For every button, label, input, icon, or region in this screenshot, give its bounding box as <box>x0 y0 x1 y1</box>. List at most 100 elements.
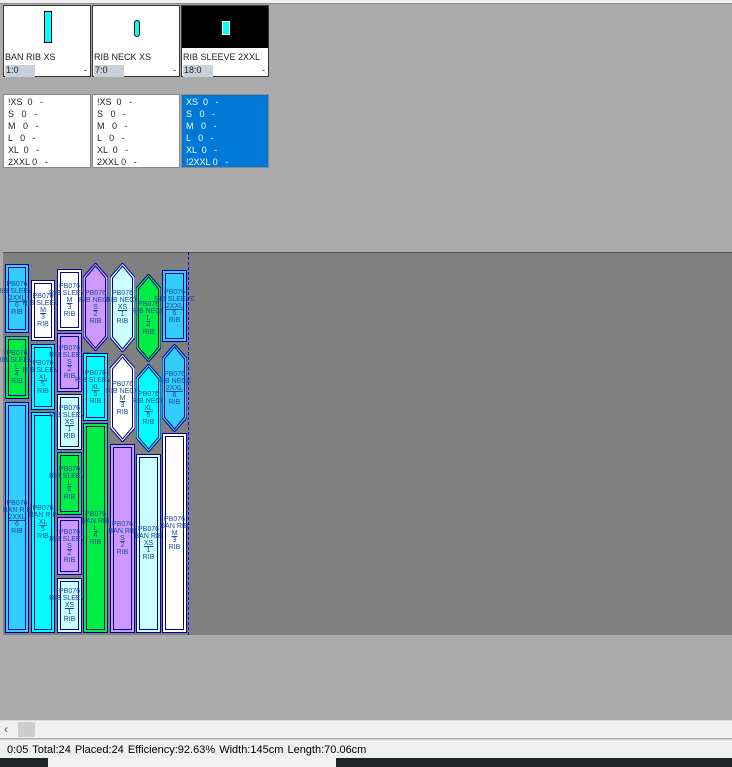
placed-piece[interactable]: PB076 RIB SLEEVE M 3 RIB <box>49 269 90 331</box>
piece-inner-outline <box>165 436 184 630</box>
size-list-item[interactable]: M 0 - <box>97 121 128 131</box>
taskbar-window[interactable] <box>48 758 336 767</box>
piece-size: XS <box>143 540 154 547</box>
piece-tag: RIB <box>63 616 76 623</box>
size-list-item[interactable]: XL 0 - <box>97 145 129 155</box>
piece-code: PB076 <box>32 359 54 367</box>
piece-label: PB076 BAN RIB S 2 RIB <box>109 521 137 556</box>
size-list-item[interactable]: L 0 - <box>186 133 214 143</box>
piece-label: PB076 RIB SLEEVE L 4 RIB <box>49 466 90 501</box>
placed-piece[interactable]: PB076 RIB NECK XS 1 RIB <box>106 263 139 352</box>
size-list-item[interactable]: !XS 0 - <box>97 97 133 107</box>
piece-code: PB076 <box>84 510 107 518</box>
placed-piece[interactable]: PB076 BAN RIB S 2 RIB <box>109 444 137 633</box>
piece-size: M <box>66 296 73 304</box>
piece-label: PB076 BAN RIB XS 1 RIB <box>135 526 163 561</box>
placed-piece[interactable]: PB076 RIB SLEEVE 2XXL 6 RIB <box>154 270 195 342</box>
size-list-item[interactable]: 2XXL 0 - <box>97 157 137 167</box>
piece-code: PB076 <box>32 293 54 300</box>
placed-piece[interactable]: PB076 RIB SLEEVE XL 5 RIB <box>75 353 116 421</box>
piece-qty: 2 <box>93 310 98 318</box>
piece-code: PB076 <box>58 345 81 352</box>
pattern-preview <box>182 6 268 48</box>
placed-piece[interactable]: PB076 RIB NECK L 4 RIB <box>132 274 165 362</box>
piece-qty: 6 <box>172 391 177 399</box>
placed-piece[interactable]: PB076 BAN RIB M 3 RIB <box>161 433 189 633</box>
size-list-item[interactable]: M 0 - <box>8 121 39 131</box>
piece-tag: RIB <box>63 310 76 318</box>
placed-piece[interactable]: PB076 BAN RIB 2XXL 6 RIB <box>3 402 31 633</box>
size-list-item[interactable]: XL 0 - <box>8 145 40 155</box>
piece-tag: RIB <box>89 317 102 325</box>
scrollbar-thumb[interactable] <box>18 722 35 737</box>
size-list-item[interactable]: XL 0 - <box>186 145 218 155</box>
placed-piece[interactable]: PB076 RIB SLEEVE XS 1 RIB <box>49 394 90 450</box>
size-list-item[interactable]: L 0 - <box>97 133 125 143</box>
horizontal-scrollbar[interactable]: ‹ <box>0 720 732 738</box>
placed-piece[interactable]: PB076 RIB NECK 2XXL 6 RIB <box>158 344 191 432</box>
piece-tag: RIB <box>168 398 181 406</box>
size-list-item[interactable]: S 0 - <box>97 109 127 119</box>
placed-piece[interactable]: PB076 BAN RIB XL 5 RIB <box>29 412 57 633</box>
piece-name: BAN RIB <box>134 533 163 540</box>
piece-size: S <box>67 359 72 366</box>
piece-code: PB076 <box>137 526 160 533</box>
piece-inner-outline <box>113 447 132 630</box>
status-total: Total:24 <box>32 744 71 756</box>
piece-code: PB076 <box>58 466 81 473</box>
placed-piece[interactable]: PB076 RIB SLEEVE XS 1 RIB <box>49 578 90 633</box>
placed-piece[interactable]: PB076 RIB SLEEVE 2XXL 6 RIB <box>0 264 37 333</box>
piece-name: RIB SLEEVE <box>0 357 38 364</box>
placed-piece[interactable]: PB076 RIB SLEEVE L 4 RIB <box>0 336 37 399</box>
size-list-item[interactable]: S 0 - <box>8 109 38 119</box>
piece-label: PB076 RIB SLEEVE M 3 RIB <box>49 283 90 318</box>
size-list-item[interactable]: L 0 - <box>8 133 36 143</box>
piece-code: PB076 <box>163 370 186 378</box>
piece-label: PB076 RIB NECK L 4 RIB <box>132 301 165 336</box>
piece-tag: RIB <box>37 533 49 540</box>
piece-inner-outline <box>8 267 26 330</box>
pattern-card[interactable]: BAN RIB XS 1:0 - <box>3 5 91 77</box>
piece-code: PB076 <box>163 515 186 523</box>
piece-name: RIB SLEEVE <box>49 289 90 297</box>
piece-inner-outline <box>60 336 79 389</box>
piece-qty: 4 <box>67 487 72 494</box>
placed-piece[interactable]: PB076 RIB NECK M 3 RIB <box>106 354 139 442</box>
pattern-card[interactable]: RIB SLEEVE 2XXL 18:0 - <box>181 5 269 77</box>
placed-piece[interactable]: PB076 BAN RIB L 4 RIB <box>82 423 110 633</box>
pattern-card[interactable]: RIB NECK XS 7:0 - <box>92 5 180 77</box>
placed-piece[interactable]: PB076 RIB NECK S 2 RIB <box>79 263 112 351</box>
piece-inner-outline <box>8 405 26 630</box>
piece-size: L <box>67 480 72 487</box>
size-list-item[interactable]: M 0 - <box>186 121 217 131</box>
placed-piece[interactable]: PB076 RIB NECK XL 5 RIB <box>132 364 165 452</box>
piece-tag: RIB <box>142 554 155 561</box>
piece-inner-outline <box>34 347 52 407</box>
piece-inner-outline <box>86 356 105 418</box>
size-list-item[interactable]: S 0 - <box>186 109 216 119</box>
piece-tag: RIB <box>168 316 181 324</box>
placed-piece[interactable]: PB076 RIB SLEEVE M 3 RIB <box>23 280 63 341</box>
placed-piece[interactable]: PB076 BAN RIB XS 1 RIB <box>135 454 163 633</box>
placed-piece[interactable]: PB076 RIB SLEEVE L 4 RIB <box>49 452 90 515</box>
size-list-item[interactable]: XS 0 - <box>186 97 219 107</box>
size-list[interactable]: !XS 0 - S 0 - M 0 - L 0 - XL 0 - 2XXL 0 - <box>3 94 91 168</box>
sheet-width-limit-line <box>188 252 189 635</box>
placed-piece[interactable]: PB076 RIB SLEEVE S 2 RIB <box>49 517 90 575</box>
scroll-left-arrow-icon[interactable]: ‹ <box>4 722 8 736</box>
piece-label: PB076 RIB NECK S 2 RIB <box>79 290 112 325</box>
piece-size: XL <box>91 383 100 391</box>
piece-qty: 3 <box>67 303 72 311</box>
piece-label: PB076 RIB NECK M 3 RIB <box>106 381 139 416</box>
placed-piece[interactable]: PB076 RIB SLEEVE XL 5 RIB <box>23 344 63 410</box>
piece-label: PB076 RIB SLEEVE S 2 RIB <box>49 529 90 564</box>
piece-size: 2XXL <box>8 514 26 521</box>
placed-piece[interactable]: PB076 RIB SLEEVE S 2 RIB <box>49 333 90 392</box>
size-list-item[interactable]: 2XXL 0 - <box>8 157 48 167</box>
size-list-item[interactable]: !XS 0 - <box>8 97 44 107</box>
size-list-item[interactable]: !2XXL 0 - <box>186 157 229 167</box>
size-list[interactable]: !XS 0 - S 0 - M 0 - L 0 - XL 0 - 2XXL 0 - <box>92 94 180 168</box>
piece-inner-outline <box>86 426 105 630</box>
piece-qty: 2 <box>120 542 125 549</box>
size-list[interactable]: XS 0 - S 0 - M 0 - L 0 - XL 0 - !2XXL 0 - <box>181 94 269 168</box>
